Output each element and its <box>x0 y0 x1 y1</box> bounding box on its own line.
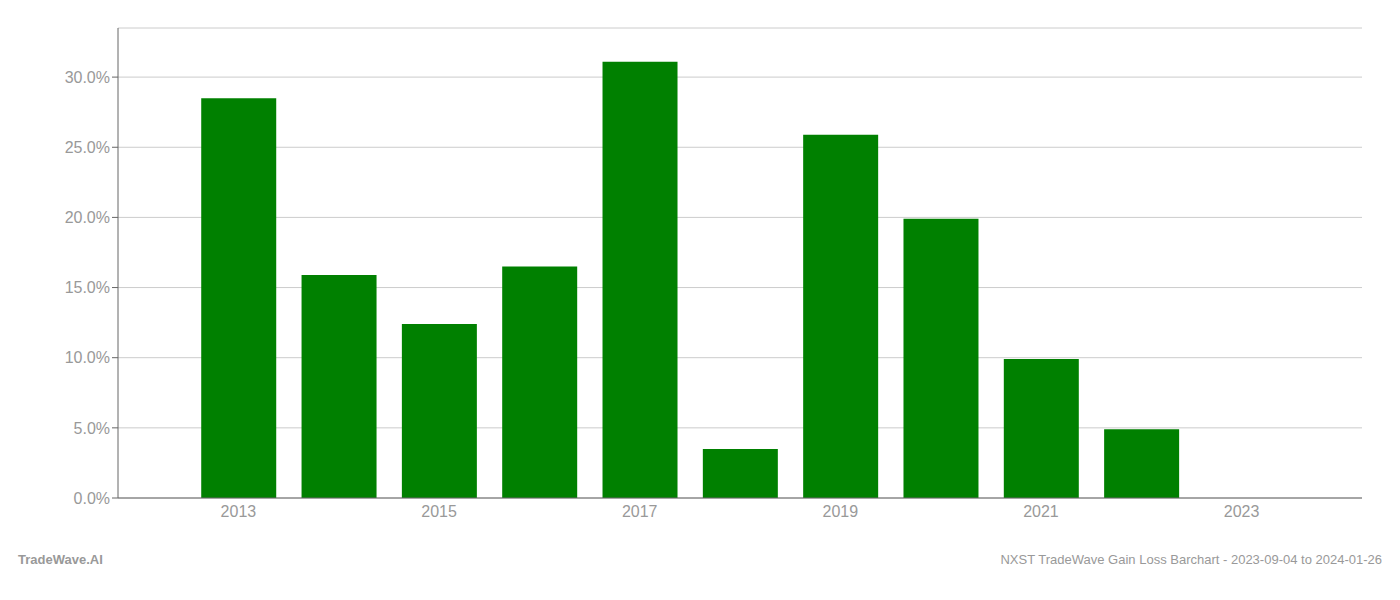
html-text:NXST TradeWave Gain Loss Barch: NXST TradeWave Gain Loss Barchart - 2023… <box>1000 552 1382 567</box>
svg-text:15.0%: 15.0% <box>65 279 110 296</box>
svg-text:2017: 2017 <box>622 503 658 520</box>
svg-text:2021: 2021 <box>1023 503 1059 520</box>
svg-text:2013: 2013 <box>221 503 257 520</box>
svg-text:2023: 2023 <box>1224 503 1260 520</box>
svg-text:2015: 2015 <box>421 503 457 520</box>
svg-text:5.0%: 5.0% <box>74 420 110 437</box>
svg-text:25.0%: 25.0% <box>65 139 110 156</box>
svg-text:10.0%: 10.0% <box>65 349 110 366</box>
svg-text:0.0%: 0.0% <box>74 490 110 507</box>
svg-text:30.0%: 30.0% <box>65 69 110 86</box>
html-text:TradeWave.AI: TradeWave.AI <box>18 552 103 567</box>
svg-text:20.0%: 20.0% <box>65 209 110 226</box>
svg-text:2019: 2019 <box>823 503 859 520</box>
